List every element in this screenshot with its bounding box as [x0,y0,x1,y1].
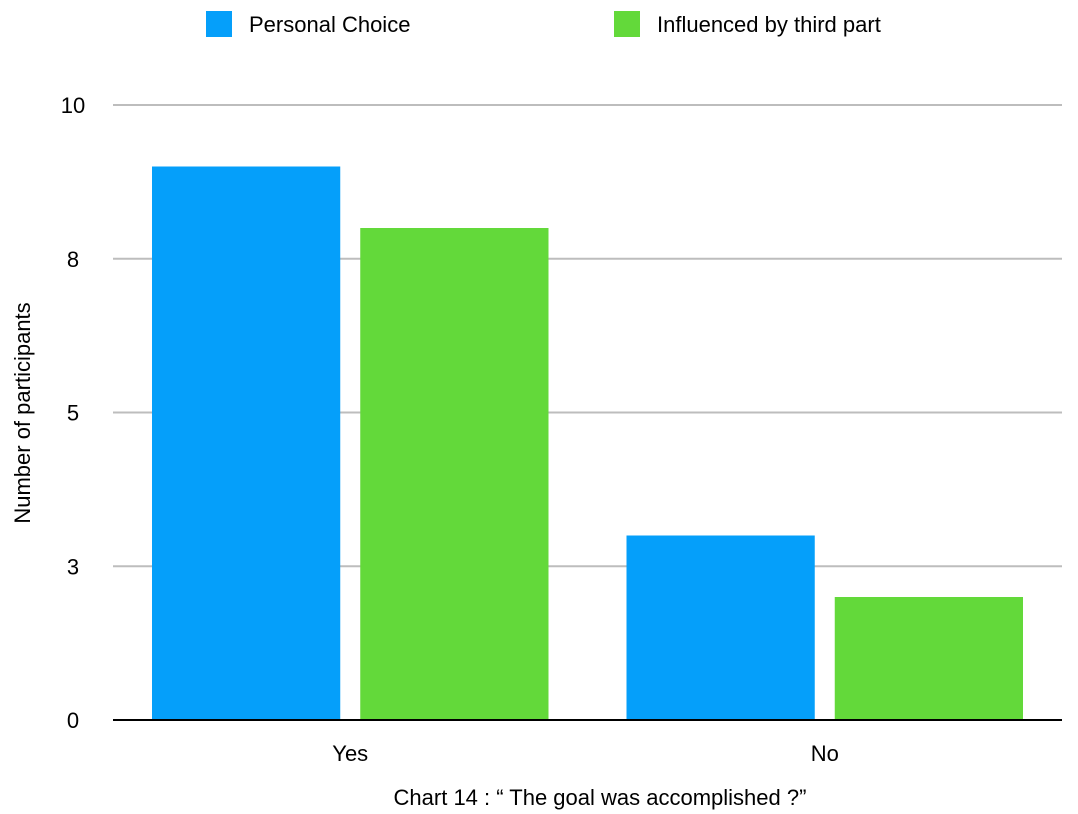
legend-swatch [206,11,232,37]
x-tick-label: Yes [332,741,368,766]
bar-personal-choice-no [626,535,815,720]
bar-personal-choice-yes [152,166,341,720]
y-tick-label: 0 [67,708,79,733]
bar-influenced-yes [360,228,549,720]
bars [152,166,1023,720]
y-tick-label: 10 [61,93,85,118]
legend-swatch [614,11,640,37]
y-tick-label: 5 [67,401,79,426]
x-tick-label: No [811,741,839,766]
chart-title: Chart 14 : “ The goal was accomplished ?… [394,785,807,810]
y-tick-label: 3 [67,554,79,579]
y-tick-label: 8 [67,247,79,272]
y-axis-title: Number of participants [10,302,35,523]
bar-influenced-no [834,597,1023,720]
legend: Personal Choice Influenced by third part [206,11,881,37]
axes: 0 3 5 8 10 Yes No [61,93,1062,766]
legend-label: Influenced by third part [657,12,881,37]
legend-label: Personal Choice [249,12,410,37]
